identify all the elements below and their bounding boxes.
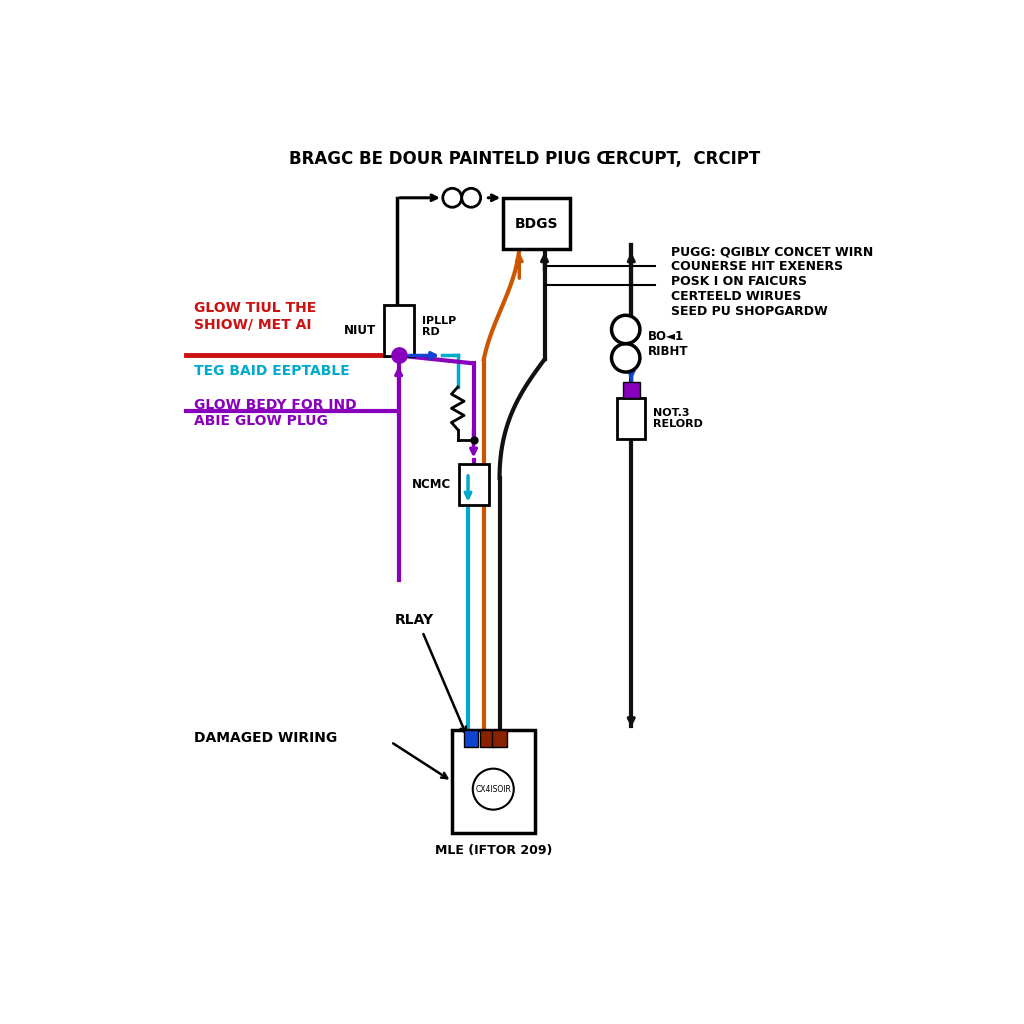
Text: GLOW TIUL THE
SHIOW/ MET AI: GLOW TIUL THE SHIOW/ MET AI (194, 301, 315, 331)
Text: RLAY: RLAY (394, 612, 434, 627)
Text: BO◄1
RIBHT: BO◄1 RIBHT (648, 330, 688, 357)
Bar (480, 730, 494, 748)
Text: GLOW BEDY FOR IND
ABIE GLOW PLUG: GLOW BEDY FOR IND ABIE GLOW PLUG (194, 398, 356, 428)
Text: NCMC: NCMC (412, 477, 451, 490)
Circle shape (462, 188, 480, 207)
Text: PUGG: QGIBLY CONCET WIRN
COUNERSE HIT EXENERS
POSK I ON FAICURS
CERTEELD WIRUES
: PUGG: QGIBLY CONCET WIRN COUNERSE HIT EX… (671, 245, 872, 318)
Bar (617, 398, 645, 439)
Circle shape (611, 315, 640, 344)
Text: CX4ISOIR: CX4ISOIR (475, 784, 511, 794)
Bar (384, 304, 414, 356)
Bar (503, 199, 570, 250)
Text: NIUT: NIUT (344, 324, 376, 337)
Text: NOT.3
RELORD: NOT.3 RELORD (653, 408, 703, 429)
Text: BRAGC BE DOUR PAINTELD PIUG ŒRCUPT,  CRCIPT: BRAGC BE DOUR PAINTELD PIUG ŒRCUPT, CRCI… (289, 151, 761, 169)
Bar (623, 382, 640, 398)
Text: TEG BAID EEPTABLE: TEG BAID EEPTABLE (194, 365, 349, 378)
Text: BDGS: BDGS (515, 217, 558, 230)
Circle shape (611, 344, 640, 372)
Bar (459, 464, 488, 505)
Bar (493, 730, 507, 748)
Bar (452, 730, 535, 833)
Bar (464, 730, 478, 748)
Circle shape (473, 769, 514, 810)
Text: IPLLP
RD: IPLLP RD (422, 315, 456, 337)
Circle shape (442, 188, 462, 207)
Text: DAMAGED WIRING: DAMAGED WIRING (194, 731, 337, 744)
Text: MLE (IFTOR 209): MLE (IFTOR 209) (434, 845, 552, 857)
